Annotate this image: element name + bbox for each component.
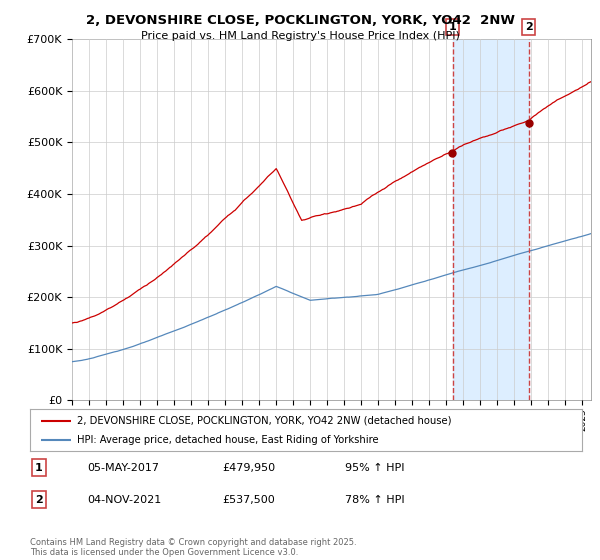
Text: 2: 2 xyxy=(525,22,533,32)
Text: HPI: Average price, detached house, East Riding of Yorkshire: HPI: Average price, detached house, East… xyxy=(77,435,379,445)
Text: 2: 2 xyxy=(35,494,43,505)
Text: 78% ↑ HPI: 78% ↑ HPI xyxy=(345,494,404,505)
Text: Contains HM Land Registry data © Crown copyright and database right 2025.
This d: Contains HM Land Registry data © Crown c… xyxy=(30,538,356,557)
Text: 1: 1 xyxy=(449,22,457,32)
Text: 04-NOV-2021: 04-NOV-2021 xyxy=(87,494,161,505)
Text: 95% ↑ HPI: 95% ↑ HPI xyxy=(345,463,404,473)
Text: 2, DEVONSHIRE CLOSE, POCKLINGTON, YORK, YO42  2NW: 2, DEVONSHIRE CLOSE, POCKLINGTON, YORK, … xyxy=(86,14,515,27)
Text: Price paid vs. HM Land Registry's House Price Index (HPI): Price paid vs. HM Land Registry's House … xyxy=(140,31,460,41)
Bar xyxy=(452,39,529,400)
Text: 2, DEVONSHIRE CLOSE, POCKLINGTON, YORK, YO42 2NW (detached house): 2, DEVONSHIRE CLOSE, POCKLINGTON, YORK, … xyxy=(77,416,451,426)
Text: 1: 1 xyxy=(35,463,43,473)
Text: £479,950: £479,950 xyxy=(222,463,275,473)
Text: 05-MAY-2017: 05-MAY-2017 xyxy=(87,463,159,473)
Text: £537,500: £537,500 xyxy=(222,494,275,505)
